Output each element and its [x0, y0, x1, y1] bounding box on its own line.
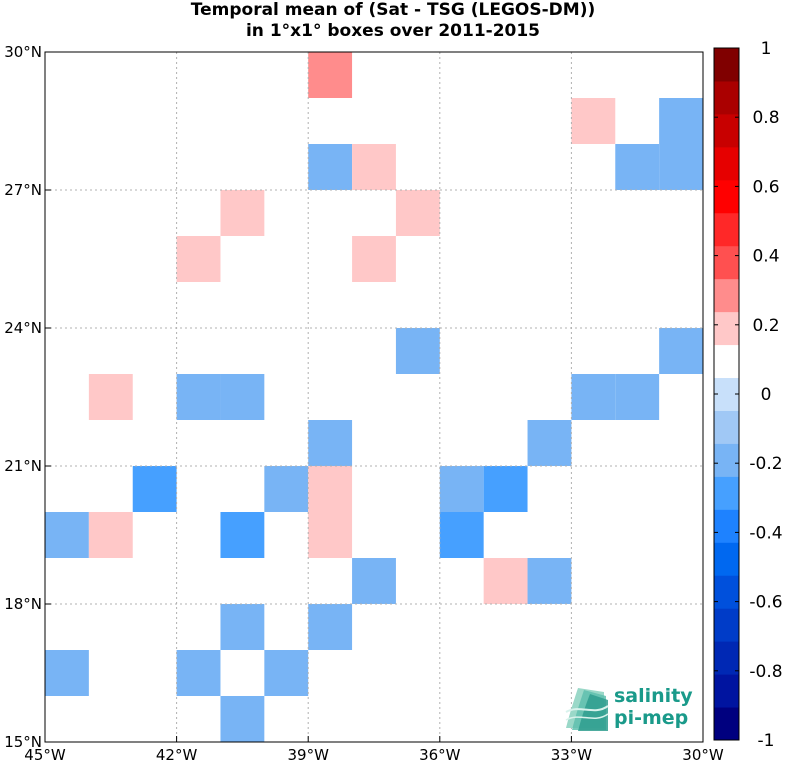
heatmap-cell-31 [483, 558, 528, 604]
wave-logo-icon [565, 688, 609, 731]
heatmap-cell-36 [176, 650, 221, 696]
heatmap-cells [45, 52, 703, 742]
heatmap-cell-10 [352, 236, 396, 282]
y-tick-label-5: 30°N [4, 43, 42, 61]
colorbar-swatch-14 [714, 245, 739, 280]
heatmap-cell-35 [45, 650, 89, 696]
heatmap-cell-22 [308, 466, 353, 512]
colorbar-tick-label-6: -0.2 [749, 454, 782, 474]
colorbar-tick-label-3: 0.4 [752, 247, 779, 267]
colorbar-swatch-9 [714, 410, 739, 444]
heatmap-cell-2 [659, 98, 703, 144]
y-tick-label-1: 18°N [4, 595, 42, 613]
colorbar-tick-label-10: -1 [758, 731, 775, 751]
heatmap-cell-9 [176, 236, 221, 282]
colorbar-swatch-7 [714, 476, 739, 510]
heatmap-cell-24 [483, 466, 528, 512]
heatmap-cell-17 [615, 374, 660, 420]
colorbar-swatch-15 [714, 212, 739, 247]
heatmap-cell-5 [308, 144, 353, 190]
colorbar-tick-label-2: 0.6 [752, 177, 779, 197]
salinity-pi-mep-logo: salinity pi-mep [565, 685, 693, 731]
colorbar-swatch-20 [714, 48, 739, 82]
heatmap-cell-7 [220, 190, 265, 236]
colorbar-swatch-11 [714, 344, 739, 379]
heatmap-cell-26 [88, 512, 133, 558]
heatmap-cell-15 [220, 374, 265, 420]
colorbar-swatch-6 [714, 509, 739, 543]
colorbar-tick-label-0: 1 [761, 39, 772, 59]
heatmap-cell-1 [571, 98, 616, 144]
colorbar-swatch-17 [714, 146, 739, 181]
colorbar-swatch-18 [714, 113, 739, 148]
colorbar-swatch-3 [714, 608, 739, 642]
colorbar-swatch-8 [714, 443, 739, 477]
colorbar-swatch-13 [714, 278, 739, 313]
heatmap-cell-37 [264, 650, 309, 696]
colorbar-swatch-5 [714, 542, 739, 576]
heatmap-cell-13 [88, 374, 133, 420]
y-tick-label-0: 15°N [4, 733, 42, 751]
y-tick-label-3: 24°N [4, 319, 42, 337]
heatmap-cell-11 [395, 328, 440, 374]
x-tick-label-5: 30°W [682, 746, 724, 763]
colorbar-tick-label-4: 0.2 [752, 316, 779, 336]
colorbar-swatch-16 [714, 179, 739, 214]
colorbar-swatch-2 [714, 641, 739, 675]
colorbar-tick-label-1: 0.8 [752, 108, 779, 128]
heatmap-cell-12 [659, 328, 703, 374]
heatmap-cell-33 [220, 604, 265, 650]
colorbar-swatch-1 [714, 674, 739, 708]
heatmap-cell-4 [659, 144, 703, 190]
heatmap-cell-8 [395, 190, 440, 236]
colorbar: 1 0.8 0.6 0.4 0.2 0 -0.2 -0.4 -0.6 -0.8 -1 [713, 39, 783, 751]
x-tick-label-4: 33°W [551, 746, 593, 763]
colorbar-tick-label-9: -0.8 [749, 662, 782, 682]
colorbar-swatch-4 [714, 575, 739, 609]
colorbar-tick-label-5: 0 [761, 385, 772, 405]
heatmap-cell-16 [571, 374, 616, 420]
heatmap-cell-32 [527, 558, 572, 604]
heatmap-cell-29 [439, 512, 484, 558]
y-tick-label-4: 27°N [4, 181, 42, 199]
heatmap-cell-0 [308, 52, 353, 98]
colorbar-tick-label-7: -0.4 [749, 523, 782, 543]
chart-title-line-2: in 1°x1° boxes over 2011-2015 [245, 21, 541, 41]
heatmap-cell-38 [220, 696, 265, 742]
heatmap-cell-6 [352, 144, 396, 190]
colorbar-swatch-12 [714, 311, 739, 346]
heatmap-cell-18 [308, 420, 353, 466]
heatmap-cell-20 [132, 466, 177, 512]
grid-lines [45, 52, 703, 742]
heatmap-cell-30 [352, 558, 396, 604]
x-tick-label-0: 45°W [24, 746, 66, 763]
heatmap-cell-23 [439, 466, 484, 512]
logo-text-salinity: salinity [614, 685, 693, 707]
colorbar-swatch-10 [714, 377, 739, 411]
x-tick-label-2: 39°W [287, 746, 329, 763]
x-tick-label-3: 36°W [419, 746, 461, 763]
heatmap-cell-3 [615, 144, 660, 190]
axis-ticks: 45°W 42°W 39°W 36°W 33°W 30°W 15°N 18°N 21°N 24°N… [4, 43, 724, 763]
heatmap-cell-27 [220, 512, 265, 558]
y-tick-label-2: 21°N [4, 457, 42, 475]
chart-title-line-1: Temporal mean of (Sat - TSG (LEGOS-DM)) [190, 0, 596, 20]
heatmap-cell-25 [45, 512, 89, 558]
x-tick-label-1: 42°W [156, 746, 198, 763]
heatmap-cell-21 [264, 466, 309, 512]
heatmap-cell-34 [308, 604, 353, 650]
heatmap-cell-19 [527, 420, 572, 466]
plot-frame [44, 51, 704, 743]
heatmap-cell-14 [176, 374, 221, 420]
heatmap-cell-28 [308, 512, 353, 558]
logo-text-pi-mep: pi-mep [614, 707, 688, 729]
colorbar-swatch-0 [714, 707, 739, 741]
colorbar-tick-label-8: -0.6 [749, 593, 782, 613]
colorbar-swatch-19 [714, 80, 739, 115]
